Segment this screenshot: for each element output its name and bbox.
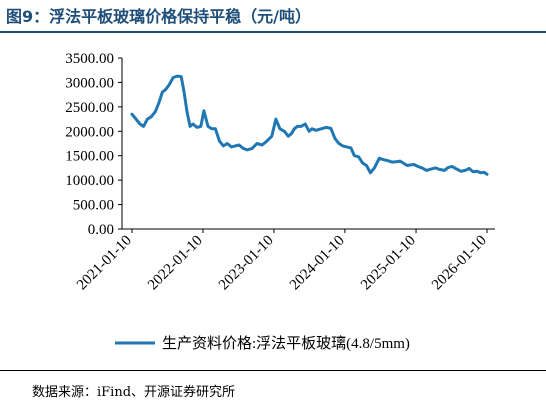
price-line-chart: 0.00 500.00 1000.00 1500.00 2000.00 2500.00 30…: [65, 51, 495, 352]
chart-legend: 生产资料价格:浮法平板玻璃(4.8/5mm): [115, 334, 410, 352]
x-tick-label: 2023-01-10: [216, 233, 277, 294]
y-tick-label: 2000.00: [65, 124, 114, 140]
y-tick-label: 1000.00: [65, 173, 114, 189]
y-tick-label: 3000.00: [65, 75, 114, 91]
footer-divider: [0, 370, 546, 371]
x-tick-label: 2021-01-10: [74, 233, 135, 294]
y-tick-label: 3500.00: [65, 51, 114, 67]
x-tick-label: 2025-01-10: [358, 233, 419, 294]
x-tick-label: 2024-01-10: [287, 233, 348, 294]
x-tick-label: 2022-01-10: [145, 233, 206, 294]
chart-axes: [118, 57, 495, 233]
title-divider: [0, 31, 546, 33]
y-tick-label: 500.00: [73, 198, 114, 214]
legend-label: 生产资料价格:浮法平板玻璃(4.8/5mm): [162, 334, 410, 352]
chart-title: 图9：浮法平板玻璃价格保持平稳（元/吨）: [6, 7, 311, 26]
y-tick-label: 1500.00: [65, 149, 114, 165]
x-tick-labels: 2021-01-10 2022-01-10 2023-01-10 2024-01-10…: [74, 233, 490, 294]
source-note: 数据来源：iFind、开源证券研究所: [32, 385, 236, 400]
series-line-0: [130, 74, 489, 176]
plot-area: [130, 74, 489, 176]
y-tick-label: 0.00: [88, 222, 114, 238]
y-tick-labels: 0.00 500.00 1000.00 1500.00 2000.00 2500.00 30…: [65, 51, 114, 238]
y-tick-label: 2500.00: [65, 100, 114, 116]
x-tick-label: 2026-01-10: [429, 233, 490, 294]
